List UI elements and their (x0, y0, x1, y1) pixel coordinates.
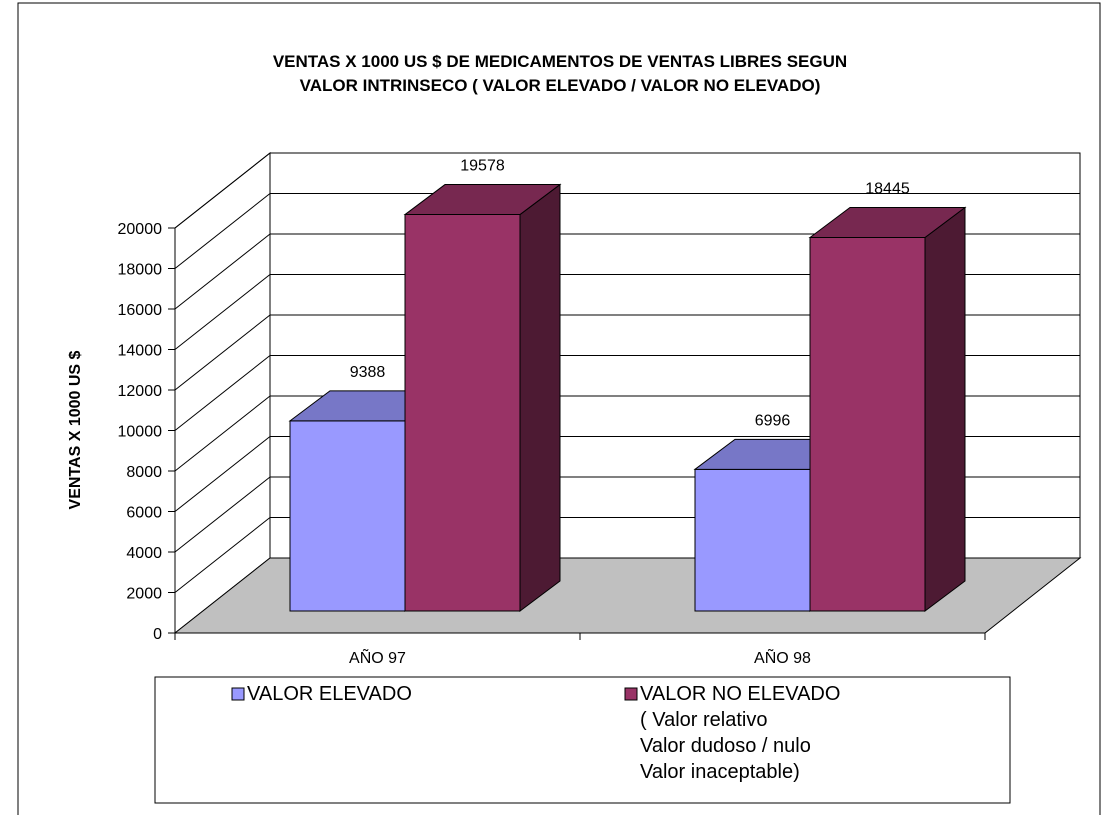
y-tick-label: 12000 (118, 383, 163, 400)
data-label: 6996 (755, 412, 791, 429)
grid-line (174, 355, 271, 431)
grid-line (174, 233, 271, 310)
bar-top (403, 184, 562, 216)
legend-swatch (624, 687, 638, 701)
y-tick-label: 18000 (118, 262, 163, 279)
y-tick-label: 16000 (118, 302, 163, 319)
grid-line (174, 517, 271, 593)
y-tick-label: 8000 (126, 464, 162, 481)
bar-front (694, 468, 811, 612)
bar-side (519, 183, 561, 612)
bar-front (809, 236, 926, 612)
x-tick-label: AÑO 97 (349, 647, 406, 667)
y-tick-label: 0 (153, 626, 162, 643)
bar (403, 183, 562, 612)
legend-label: VALOR ELEVADO (247, 683, 412, 705)
y-tick-label: 4000 (126, 545, 162, 562)
grid-line (174, 193, 271, 269)
grid-line (174, 436, 271, 512)
y-tick-label: 20000 (118, 221, 163, 238)
x-tick-label: AÑO 98 (754, 647, 811, 667)
frame (17, 2, 1101, 815)
grid-line (174, 395, 271, 472)
bar-front (404, 214, 521, 612)
data-label: 18445 (865, 180, 910, 197)
grid-line (174, 476, 271, 553)
bar-side (924, 206, 966, 612)
legend-label: VALOR NO ELEVADO( Valor relativo Valor du… (640, 683, 840, 783)
legend-swatch (231, 687, 245, 701)
bar-front (289, 420, 406, 612)
chart-title: VENTAS X 1000 US $ DE MEDICAMENTOS DE VE… (273, 52, 847, 95)
data-label: 19578 (460, 158, 505, 175)
grid-line (174, 274, 271, 350)
legend (154, 676, 1011, 804)
grid-line (174, 314, 271, 391)
y-tick-label: 14000 (118, 343, 163, 360)
y-tick-label: 2000 (126, 586, 162, 603)
bar-top (808, 206, 967, 238)
y-axis-title: VENTAS X 1000 US $ (67, 350, 84, 509)
grid-line (174, 152, 271, 229)
data-label: 9388 (350, 364, 386, 381)
bar (808, 206, 967, 612)
y-tick-label: 6000 (126, 505, 162, 522)
y-tick-label: 10000 (118, 424, 163, 441)
